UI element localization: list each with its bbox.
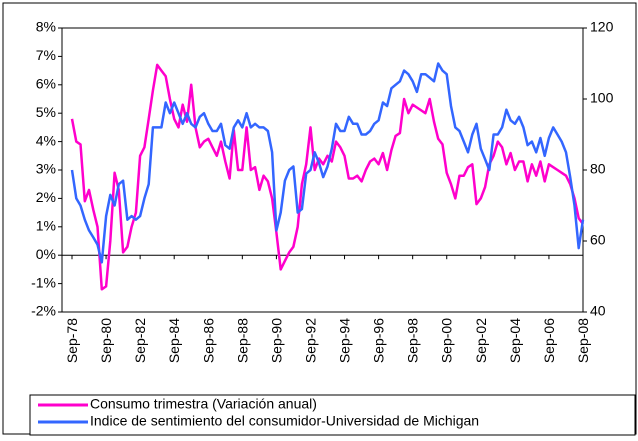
- x-tick-label: Sep-92: [302, 318, 318, 363]
- y2-tick-label: 120: [590, 19, 614, 35]
- x-tick-label: Sep-08: [575, 318, 591, 363]
- y-tick-label: 5%: [36, 104, 56, 120]
- y-tick-label: -2%: [31, 303, 56, 319]
- x-tick-label: Sep-90: [268, 318, 284, 363]
- legend-label: Indice de sentimiento del consumidor-Uni…: [90, 413, 479, 429]
- y2-tick-label: 80: [590, 161, 606, 177]
- x-tick-label: Sep-84: [166, 318, 182, 363]
- y-tick-label: 4%: [36, 132, 56, 148]
- x-tick-label: Sep-78: [64, 318, 80, 363]
- legend-label: Consumo trimestra (Variación anual): [90, 396, 317, 412]
- x-tick-label: Sep-82: [132, 318, 148, 363]
- x-tick-label: Sep-88: [234, 318, 250, 363]
- y-tick-label: 1%: [36, 218, 56, 234]
- y2-tick-label: 100: [590, 90, 614, 106]
- y2-tick-label: 40: [590, 303, 606, 319]
- x-tick-label: Sep-80: [98, 318, 114, 363]
- x-tick-label: Sep-98: [405, 318, 421, 363]
- x-tick-label: Sep-06: [541, 318, 557, 363]
- series-line: [70, 62, 585, 264]
- legend-box: [29, 394, 636, 436]
- x-tick-label: Sep-00: [439, 318, 455, 363]
- y-tick-label: -1%: [31, 274, 56, 290]
- y-tick-label: 0%: [36, 246, 56, 262]
- x-tick-label: Sep-86: [200, 318, 216, 363]
- y-tick-label: 7%: [36, 47, 56, 63]
- y-tick-label: 2%: [36, 189, 56, 205]
- x-tick-label: Sep-02: [473, 318, 489, 363]
- x-tick-label: Sep-94: [337, 318, 353, 363]
- y2-tick-label: 60: [590, 232, 606, 248]
- chart-frame: [2, 2, 637, 435]
- series-line: [70, 63, 584, 291]
- y-tick-label: 3%: [36, 161, 56, 177]
- y-tick-label: 6%: [36, 76, 56, 92]
- x-tick-label: Sep-04: [507, 318, 523, 363]
- x-tick-label: Sep-96: [371, 318, 387, 363]
- y-tick-label: 8%: [36, 19, 56, 35]
